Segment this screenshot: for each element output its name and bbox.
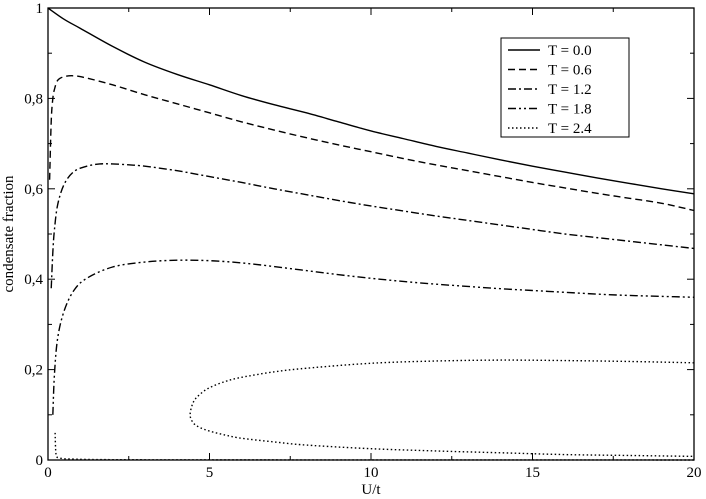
series-line-5 — [189, 359, 695, 458]
series-line-3 — [50, 163, 695, 289]
series-layer — [47, 7, 695, 461]
y-tick-label: 0,4 — [24, 272, 43, 288]
series-line-1 — [47, 7, 695, 195]
x-tick-label: 10 — [364, 465, 379, 481]
series-line-4 — [52, 259, 695, 415]
legend: T = 0.0 T = 0.6 T = 1.2 T = 1.8 T = 2.4 — [500, 37, 630, 138]
series-line-2 — [48, 75, 695, 212]
legend-label: T = 0.6 — [548, 63, 592, 79]
x-axis-label: U/t — [361, 482, 381, 498]
y-tick-label: 0,2 — [24, 363, 43, 379]
y-tick-label: 0,8 — [24, 91, 43, 107]
series-line-6 — [54, 432, 695, 461]
y-tick-label: 1 — [36, 1, 44, 17]
x-tick-label: 20 — [687, 465, 702, 481]
y-tick-label: 0,6 — [24, 182, 43, 198]
y-axis-label: condensate fraction — [1, 175, 17, 293]
axis-ticks: 0 5 10 15 20 0 0,2 0,4 0,6 0,8 1 — [24, 1, 701, 481]
legend-label: T = 1.8 — [548, 102, 592, 118]
y-tick-label: 0 — [36, 453, 44, 469]
legend-label: T = 1.2 — [548, 82, 592, 98]
x-tick-label: 15 — [525, 465, 540, 481]
x-tick-label: 0 — [44, 465, 52, 481]
legend-box — [500, 37, 630, 138]
legend-label: T = 0.0 — [548, 43, 592, 59]
legend-label: T = 2.4 — [548, 121, 592, 137]
x-tick-label: 5 — [206, 465, 214, 481]
